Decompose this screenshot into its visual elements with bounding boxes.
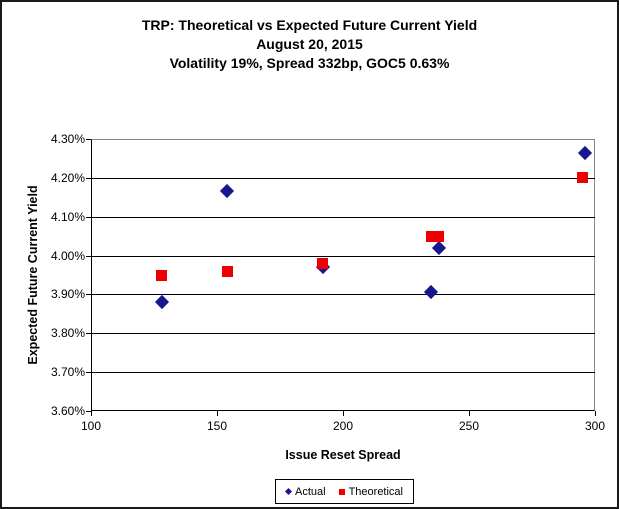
chart-title: TRP: Theoretical vs Expected Future Curr…	[141, 17, 478, 33]
x-axis-tick	[469, 411, 470, 416]
y-axis-tick	[86, 139, 91, 140]
x-tick-label: 250	[458, 419, 480, 433]
x-axis-tick	[343, 411, 344, 416]
actual-diamond-icon	[284, 487, 293, 496]
y-tick-label: 3.90%	[50, 287, 85, 301]
x-axis-title: Issue Reset Spread	[285, 448, 401, 462]
gridline	[91, 294, 595, 295]
x-axis-tick	[217, 411, 218, 416]
data-point-theoretical	[317, 257, 329, 269]
data-point-theoretical	[425, 230, 437, 242]
y-axis-tick	[86, 411, 91, 412]
x-tick-label: 100	[80, 419, 102, 433]
x-tick-label: 300	[584, 419, 606, 433]
theoretical-square-icon	[338, 488, 345, 495]
data-point-theoretical	[221, 265, 233, 277]
gridline	[91, 217, 595, 218]
chart-subtitle-date: August 20, 2015	[256, 36, 363, 52]
x-tick-label: 150	[206, 419, 228, 433]
gridline	[91, 178, 595, 179]
y-tick-label: 3.70%	[50, 365, 85, 379]
x-axis-tick	[595, 411, 596, 416]
y-axis-tick	[86, 294, 91, 295]
y-tick-label: 4.30%	[50, 132, 85, 146]
x-tick-label: 200	[332, 419, 354, 433]
data-point-theoretical	[156, 269, 168, 281]
y-tick-label: 4.00%	[50, 249, 85, 263]
x-axis-tick	[91, 411, 92, 416]
y-axis-tick	[86, 333, 91, 334]
gridline	[91, 372, 595, 373]
y-tick-label: 4.10%	[50, 210, 85, 224]
y-axis-tick	[86, 256, 91, 257]
y-axis-tick	[86, 178, 91, 179]
y-tick-label: 3.60%	[50, 404, 85, 418]
y-axis-tick	[86, 217, 91, 218]
legend-item-actual: Actual	[284, 485, 326, 498]
plot-area	[91, 139, 595, 411]
y-tick-label: 4.20%	[50, 171, 85, 185]
chart-title-block: TRP: Theoretical vs Expected Future Curr…	[2, 16, 617, 73]
y-tick-label: 3.80%	[50, 326, 85, 340]
chart-subtitle-params: Volatility 19%, Spread 332bp, GOC5 0.63%	[169, 55, 450, 71]
legend-item-theoretical: Theoretical	[338, 485, 403, 498]
data-point-theoretical	[576, 172, 588, 184]
y-axis-tick	[86, 372, 91, 373]
gridline	[91, 256, 595, 257]
legend: Actual Theoretical	[275, 479, 414, 504]
data-point-theoretical	[433, 230, 445, 242]
gridline	[91, 333, 595, 334]
legend-label-actual: Actual	[295, 485, 326, 498]
legend-label-theoretical: Theoretical	[348, 485, 403, 498]
